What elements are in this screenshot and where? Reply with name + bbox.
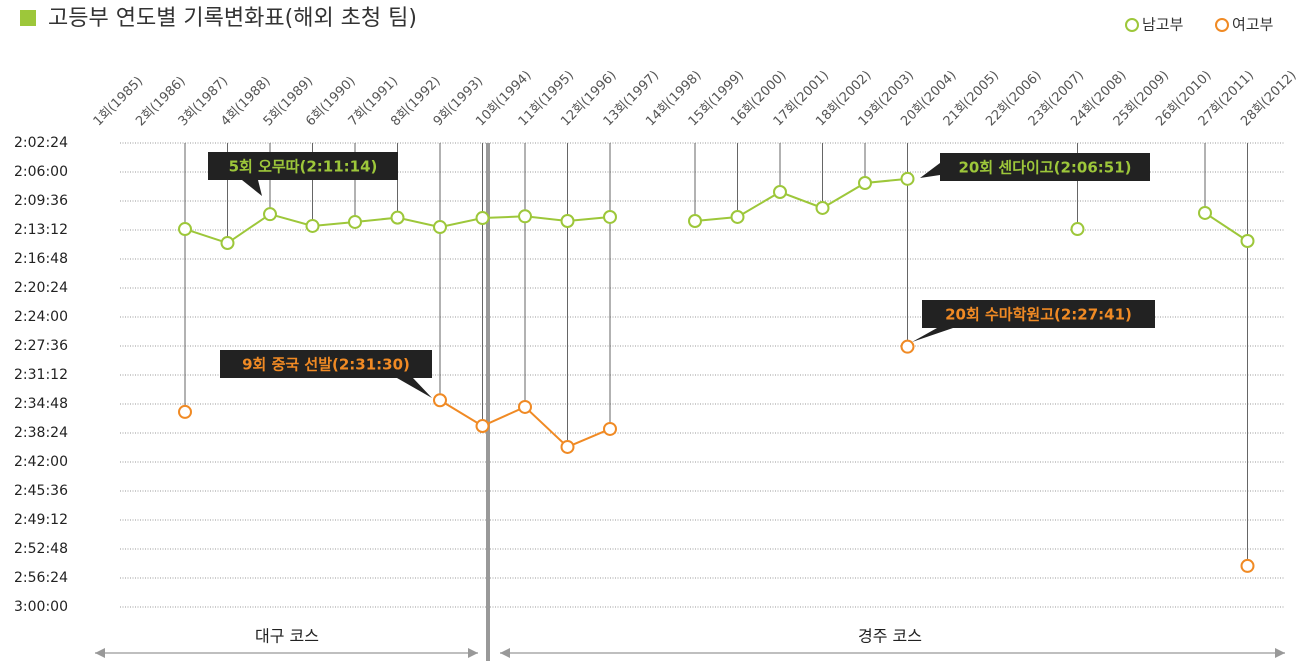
data-point bbox=[603, 421, 617, 436]
annotation: 20회 센다이고(2:06:51) bbox=[959, 159, 1132, 177]
y-tick-label: 2:09:36 bbox=[14, 193, 68, 209]
data-point bbox=[1070, 222, 1085, 237]
y-tick-label: 2:16:48 bbox=[14, 251, 68, 267]
data-point bbox=[815, 200, 830, 215]
data-point bbox=[220, 236, 235, 251]
data-point bbox=[518, 399, 532, 414]
data-point bbox=[900, 171, 915, 186]
arrow-head bbox=[1275, 648, 1285, 658]
y-tick-label: 2:56:24 bbox=[14, 570, 68, 586]
section-label: 대구 코스 bbox=[255, 627, 319, 646]
callout-box bbox=[940, 153, 1150, 181]
section-label: 경주 코스 bbox=[858, 627, 922, 646]
data-point bbox=[433, 220, 447, 235]
data-point bbox=[688, 214, 702, 229]
legend-label: 남고부 bbox=[1142, 16, 1184, 34]
y-tick-label: 2:13:12 bbox=[14, 222, 68, 238]
data-point bbox=[773, 185, 787, 200]
y-tick-label: 2:06:00 bbox=[14, 164, 68, 180]
arrow-head bbox=[500, 648, 510, 658]
y-tick-label: 2:31:12 bbox=[14, 367, 68, 383]
data-point bbox=[1198, 205, 1212, 220]
y-tick-label: 2:20:24 bbox=[14, 280, 68, 296]
chart-title: 고등부 연도별 기록변화표(해외 초청 팀) bbox=[48, 6, 417, 31]
data-point bbox=[390, 210, 405, 225]
y-tick-label: 2:45:36 bbox=[14, 483, 68, 499]
callout-pointer bbox=[912, 328, 953, 342]
callout-box bbox=[208, 152, 398, 180]
callout-pointer bbox=[920, 163, 940, 178]
annotation: 5회 오무따(2:11:14) bbox=[229, 158, 378, 176]
data-point bbox=[730, 209, 745, 224]
y-tick-label: 2:02:24 bbox=[14, 135, 68, 151]
data-point bbox=[560, 439, 575, 454]
arrow-head bbox=[95, 648, 105, 658]
series-line bbox=[694, 177, 908, 223]
y-tick-label: 2:24:00 bbox=[14, 309, 68, 325]
y-tick-label: 3:00:00 bbox=[14, 599, 68, 615]
annotation: 9회 중국 선발(2:31:30) bbox=[242, 356, 410, 374]
data-point bbox=[560, 214, 575, 229]
title-marker bbox=[20, 10, 36, 26]
data-point bbox=[348, 214, 362, 229]
arrow-head bbox=[468, 648, 478, 658]
y-tick-label: 2:52:48 bbox=[14, 541, 68, 557]
legend-label: 여고부 bbox=[1232, 16, 1274, 34]
data-point bbox=[263, 207, 277, 222]
data-point bbox=[305, 218, 320, 233]
callout-pointer bbox=[242, 180, 262, 196]
data-point bbox=[475, 211, 490, 226]
y-tick-label: 2:42:00 bbox=[14, 454, 68, 470]
series-line bbox=[1204, 212, 1249, 242]
callout-box bbox=[922, 300, 1155, 328]
y-tick-label: 2:49:12 bbox=[14, 512, 68, 528]
data-point bbox=[1240, 234, 1255, 249]
data-point bbox=[433, 393, 447, 408]
data-point bbox=[603, 209, 617, 224]
data-point bbox=[178, 404, 192, 419]
y-tick-label: 2:27:36 bbox=[14, 338, 68, 354]
data-point bbox=[900, 339, 915, 354]
callout-box bbox=[220, 350, 432, 378]
data-point bbox=[1240, 558, 1255, 573]
legend-marker bbox=[1215, 18, 1229, 32]
data-point bbox=[858, 176, 872, 191]
callout-pointer bbox=[397, 378, 432, 398]
data-point bbox=[518, 209, 532, 224]
legend-marker bbox=[1125, 18, 1139, 32]
data-point bbox=[475, 419, 490, 434]
y-tick-label: 2:34:48 bbox=[14, 396, 68, 412]
data-point bbox=[178, 222, 192, 237]
y-tick-label: 2:38:24 bbox=[14, 425, 68, 441]
annotation: 20회 수마학원고(2:27:41) bbox=[945, 306, 1132, 324]
